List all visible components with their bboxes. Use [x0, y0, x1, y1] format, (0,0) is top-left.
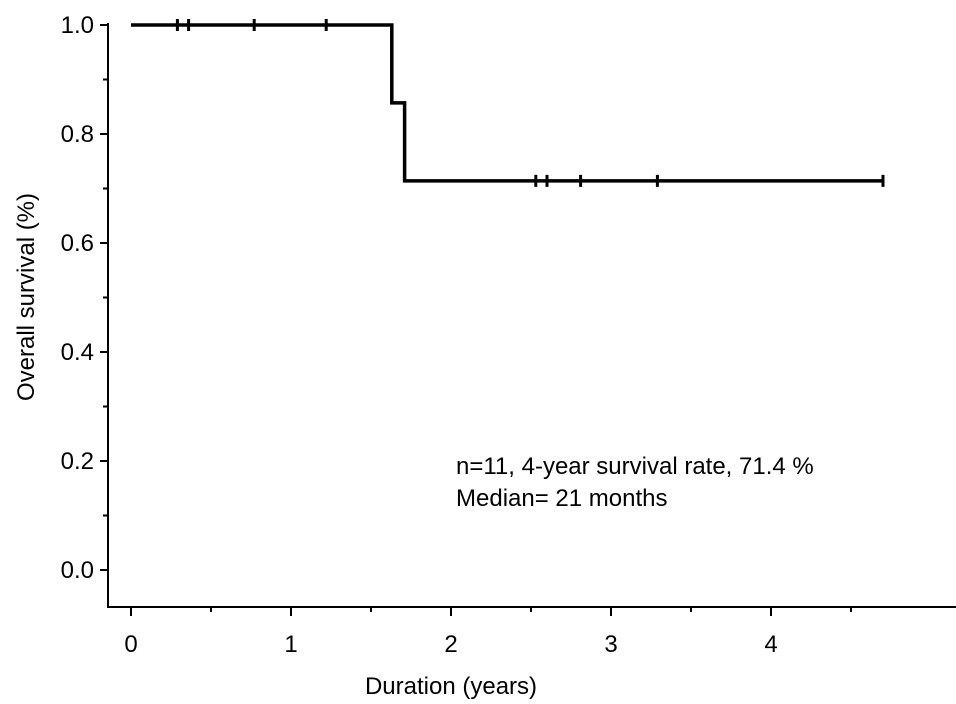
- x-axis-title: Duration (years): [365, 673, 537, 700]
- y-tick-label: 1.0: [61, 12, 94, 39]
- x-tick-label: 2: [444, 631, 457, 658]
- annotation-median: Median= 21 months: [456, 485, 667, 512]
- survival-curve: [131, 23, 883, 183]
- y-tick-label: 0.0: [61, 557, 94, 584]
- y-tick-label: 0.8: [61, 121, 94, 148]
- y-tick-label: 0.6: [61, 230, 94, 257]
- x-ticks: 0 1 2 3 4: [124, 607, 852, 658]
- x-tick-label: 1: [284, 631, 297, 658]
- y-tick-label: 0.2: [61, 448, 94, 475]
- axes: [107, 23, 956, 608]
- plot-area: [131, 19, 885, 187]
- y-ticks: 0.0 0.2 0.4 0.6 0.8 1.0: [61, 12, 108, 584]
- x-tick-label: 3: [604, 631, 617, 658]
- annotation-survival-rate: n=11, 4-year survival rate, 71.4 %: [456, 453, 814, 480]
- y-tick-label: 0.4: [61, 339, 94, 366]
- y-axis-title: Overall survival (%): [13, 193, 40, 401]
- x-tick-label: 0: [124, 631, 137, 658]
- x-tick-label: 4: [764, 631, 777, 658]
